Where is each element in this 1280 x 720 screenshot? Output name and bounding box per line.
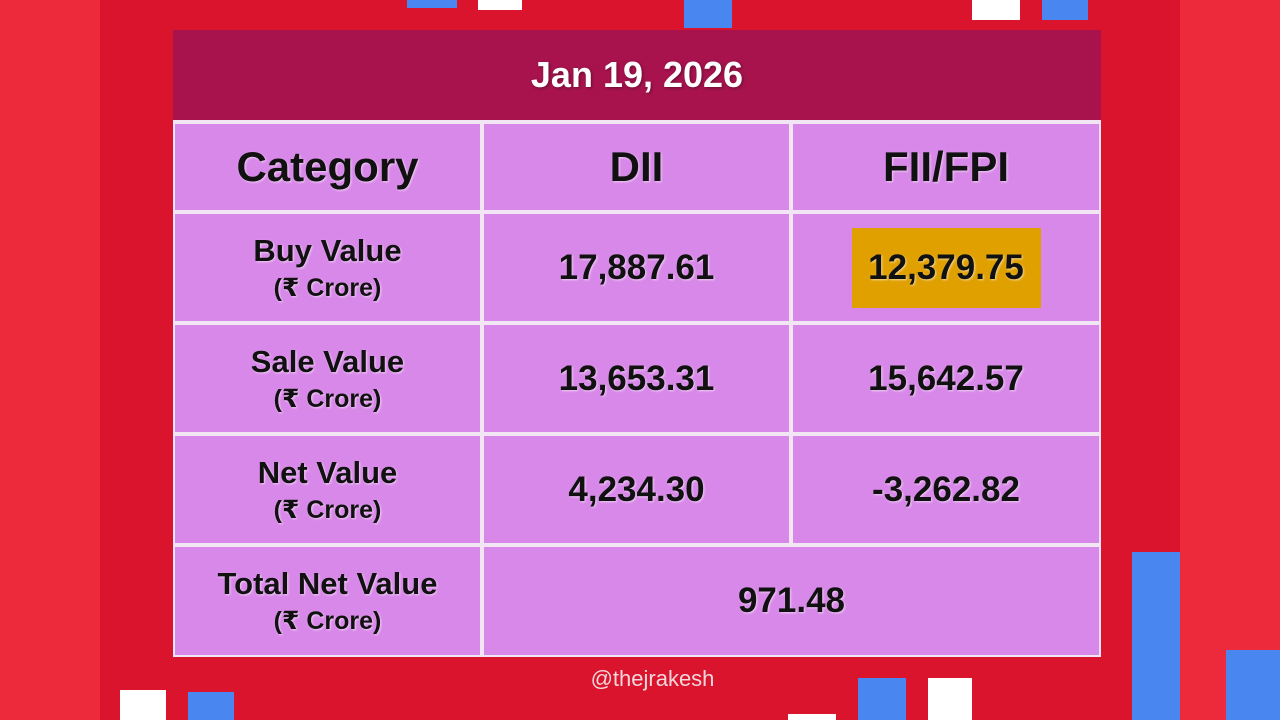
row-label-cell: Buy Value (₹ Crore): [175, 214, 480, 321]
table-title: Jan 19, 2026: [530, 54, 744, 95]
value: 4,234.30: [568, 469, 705, 509]
column-header-text: FII/FPI: [883, 143, 1009, 190]
candle: [788, 714, 836, 720]
candle: [684, 0, 732, 28]
row-unit: (₹ Crore): [273, 495, 382, 524]
value-cell: 12,379.75: [793, 214, 1099, 321]
candle: [858, 678, 906, 720]
highlighted-value: 12,379.75: [851, 227, 1041, 308]
row-label: Buy Value: [253, 232, 402, 268]
row-unit: (₹ Crore): [273, 607, 382, 635]
candle: [407, 0, 457, 8]
row-label-cell: Net Value (₹ Crore): [175, 436, 480, 543]
row-label-cell: Total Net Value (₹ Crore): [175, 547, 480, 655]
row-unit: (₹ Crore): [273, 384, 382, 413]
row-label-cell: Sale Value (₹ Crore): [175, 325, 480, 432]
candle: [188, 692, 234, 720]
background-right: [1180, 0, 1280, 720]
value-cell: 15,642.57: [793, 325, 1099, 432]
value: 971.48: [737, 581, 846, 620]
table: Jan 19, 2026 Category DII FII/FPI Buy Va…: [173, 30, 1101, 657]
row-unit: (₹ Crore): [273, 273, 382, 302]
candle: [120, 690, 166, 720]
column-header-text: DII: [609, 143, 664, 190]
candle: [1132, 552, 1180, 720]
candle: [478, 0, 522, 10]
value-cell: 4,234.30: [484, 436, 789, 543]
value: 17,887.61: [558, 247, 715, 287]
watermark: @thejrakesh: [590, 666, 715, 691]
row-label: Net Value: [257, 454, 398, 490]
value-cell: 971.48: [484, 547, 1099, 655]
row-label: Sale Value: [250, 343, 405, 379]
column-header-text: Category: [236, 143, 419, 190]
background-left: [0, 0, 100, 720]
row-label: Total Net Value: [217, 566, 438, 601]
value: 13,653.31: [558, 358, 715, 398]
candle: [1226, 650, 1280, 720]
candle: [972, 0, 1020, 20]
candle: [1042, 0, 1088, 20]
column-header: DII: [484, 124, 789, 210]
value: 15,642.57: [868, 358, 1024, 398]
value-cell: 17,887.61: [484, 214, 789, 321]
value: -3,262.82: [872, 469, 1020, 509]
candle: [928, 678, 972, 720]
column-header: Category: [175, 124, 480, 210]
value-cell: 13,653.31: [484, 325, 789, 432]
value-cell: -3,262.82: [793, 436, 1099, 543]
table-title-cell: Jan 19, 2026: [173, 30, 1101, 120]
column-header: FII/FPI: [793, 124, 1099, 210]
